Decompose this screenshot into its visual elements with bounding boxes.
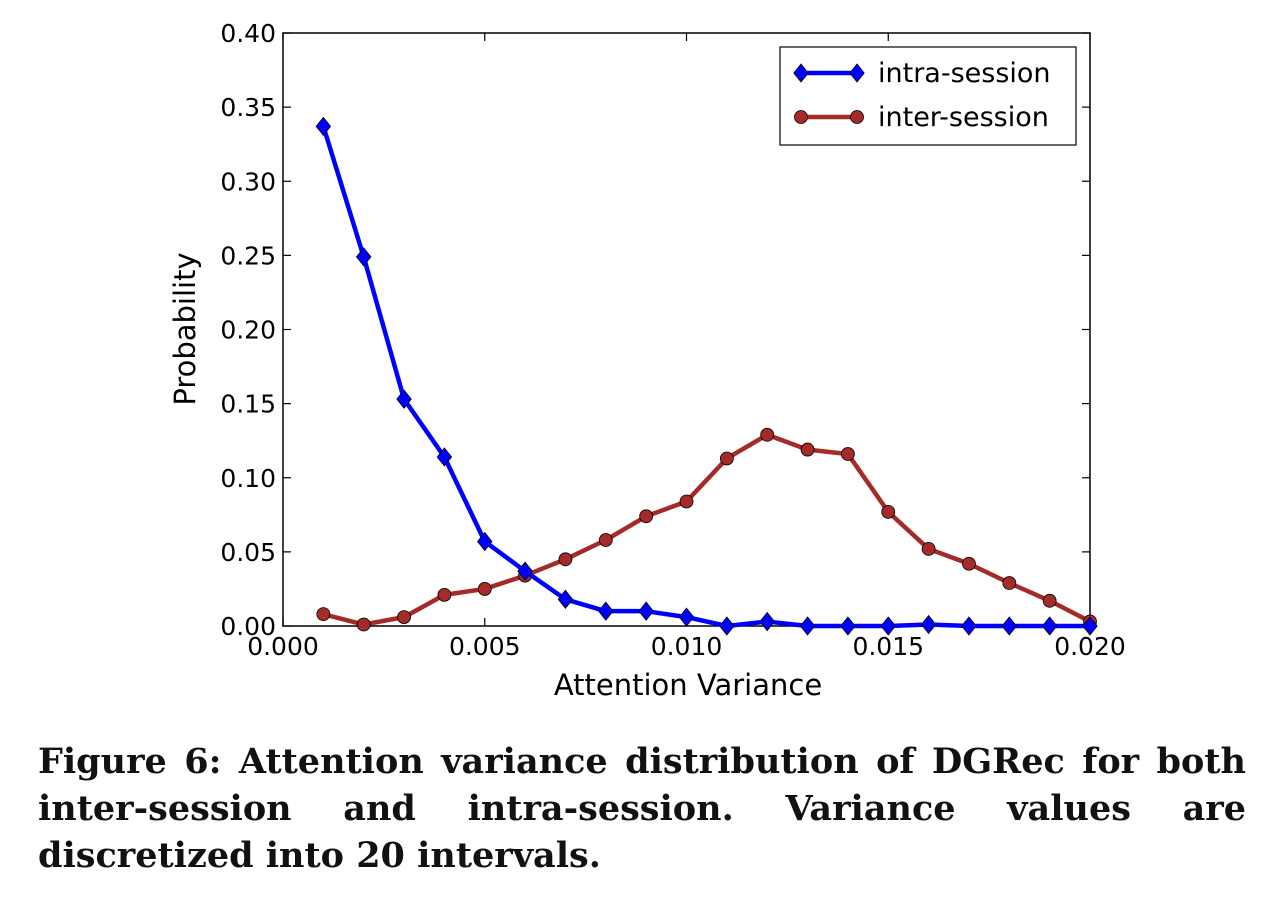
y-axis: 0.00 0.05 0.10 0.15 0.20 0.25 0.30 0.35 0.40 (220, 19, 1090, 641)
legend: intra-session inter-session (779, 46, 1077, 146)
legend-entry-inter-session: inter-session (794, 102, 1049, 133)
data-point-intra-session (1041, 616, 1058, 636)
data-point-intra-session (799, 616, 816, 636)
data-point-intra-session (638, 601, 654, 621)
data-point-intra-session (315, 116, 332, 137)
y-tick-label: 0.30 (220, 167, 276, 196)
data-point-intra-session (517, 561, 533, 581)
y-tick-label: 0.00 (220, 612, 276, 641)
data-point-inter-session (639, 509, 654, 524)
data-point-intra-session (396, 389, 412, 409)
data-point-inter-session (719, 451, 734, 466)
legend-marker (850, 110, 864, 124)
x-axis-label: Attention Variance (554, 668, 822, 702)
data-point-inter-session (679, 494, 694, 509)
x-tick-label: 0.020 (1054, 632, 1126, 661)
data-point-intra-session (719, 616, 735, 636)
data-point-intra-session (880, 616, 896, 636)
y-tick-label: 0.35 (220, 93, 276, 122)
data-point-intra-session (436, 447, 453, 467)
data-point-intra-session (355, 247, 372, 267)
y-tick-label: 0.15 (220, 390, 276, 419)
y-axis-label: Probability (168, 252, 202, 405)
data-point-inter-session (760, 427, 775, 442)
data-point-inter-session (437, 587, 452, 602)
legend-label: intra-session (878, 58, 1051, 89)
data-point-intra-session (598, 601, 614, 621)
data-point-inter-session (397, 610, 411, 625)
data-point-intra-session (759, 611, 775, 632)
data-point-intra-session (920, 614, 937, 635)
series-intra-session (315, 116, 1098, 636)
data-point-intra-session (477, 531, 493, 552)
data-point-intra-session (678, 607, 695, 627)
data-point-inter-session (1042, 593, 1057, 608)
y-tick-label: 0.10 (220, 464, 276, 493)
data-point-inter-session (1002, 576, 1017, 590)
legend-marker (793, 63, 809, 83)
figure-caption: Figure 6: Attention variance distributio… (38, 741, 1246, 876)
data-point-intra-session (1001, 616, 1018, 636)
x-tick-label: 0.000 (247, 632, 319, 661)
data-point-inter-session (477, 582, 492, 596)
data-point-inter-session (881, 504, 896, 519)
x-tick-label: 0.010 (651, 632, 723, 661)
data-point-inter-session (921, 542, 936, 556)
data-point-intra-session (557, 589, 574, 609)
legend-label: inter-session (878, 102, 1049, 133)
data-point-inter-session (800, 442, 815, 457)
legend-entry-intra-session: intra-session (793, 58, 1051, 89)
legend-marker (794, 110, 808, 124)
y-tick-label: 0.25 (220, 241, 276, 270)
y-tick-label: 0.05 (220, 538, 276, 567)
x-tick-label: 0.005 (449, 632, 521, 661)
data-point-inter-session (962, 556, 976, 571)
data-point-intra-session (840, 616, 856, 636)
series-layer (315, 116, 1098, 636)
legend-marker (849, 63, 865, 83)
data-point-intra-session (1082, 616, 1098, 636)
y-tick-label: 0.40 (220, 19, 276, 48)
data-point-inter-session (316, 607, 331, 622)
data-point-inter-session (558, 552, 573, 567)
data-point-intra-session (961, 616, 977, 636)
x-tick-label: 0.015 (852, 632, 924, 661)
y-tick-label: 0.20 (220, 316, 276, 345)
series-inter-session (316, 427, 1097, 632)
x-axis: 0.000 0.005 0.010 0.015 0.020 (247, 33, 1126, 661)
data-point-inter-session (598, 533, 613, 547)
data-point-inter-session (356, 617, 371, 632)
legend-box (779, 46, 1077, 146)
series-line-intra-session (321, 125, 1090, 629)
data-point-inter-session (841, 447, 855, 461)
